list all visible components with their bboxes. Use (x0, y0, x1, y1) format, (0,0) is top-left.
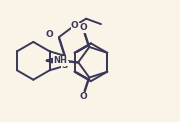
Text: O: O (80, 92, 88, 101)
Text: S: S (62, 61, 68, 70)
Text: O: O (71, 21, 79, 30)
Text: NH: NH (53, 56, 67, 65)
Text: O: O (80, 23, 88, 32)
Text: O: O (45, 30, 53, 39)
